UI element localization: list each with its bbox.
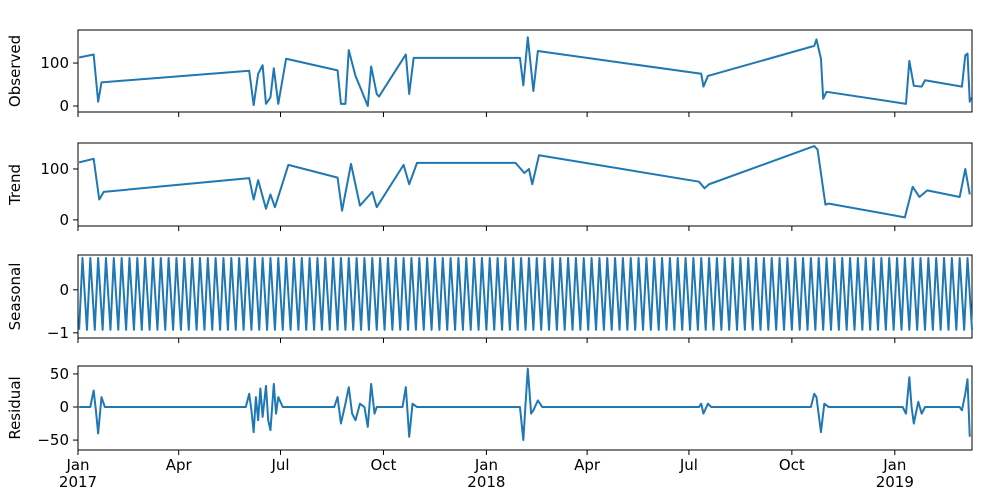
y-axis-label: Observed [6, 35, 24, 107]
y-axis-label: Residual [6, 376, 24, 439]
series-line [78, 257, 973, 331]
x-tick-label: Jan 2017 [58, 456, 98, 491]
y-tick-label: 100 [40, 54, 69, 72]
y-tick-label: 100 [40, 160, 69, 178]
axes-frame [77, 254, 973, 339]
y-tick-label: 0 [59, 398, 69, 416]
y-axis-label: Trend [6, 164, 24, 206]
x-tick-label: Jul [679, 456, 698, 474]
x-tick-label: Apr [574, 456, 601, 474]
x-tick-label: Oct [778, 456, 805, 474]
series-line [79, 367, 971, 442]
y-tick-label: −1 [47, 324, 69, 342]
y-tick-label: 0 [59, 97, 69, 115]
axes-frame [77, 142, 973, 227]
y-tick-label: 50 [50, 365, 69, 383]
y-tick-label: 0 [59, 211, 69, 229]
y-tick-label: −50 [37, 431, 69, 449]
series-line [78, 145, 971, 219]
y-tick-label: 0 [59, 281, 69, 299]
axes-frame [77, 365, 973, 451]
x-tick-label: Jan 2019 [875, 456, 914, 491]
y-axis-label: Seasonal [6, 263, 24, 331]
x-tick-label: Jul [271, 456, 290, 474]
axes-frame [77, 29, 973, 113]
x-tick-label: Jan 2018 [467, 456, 506, 491]
series-line [78, 36, 972, 107]
x-tick-label: Apr [165, 456, 192, 474]
x-tick-label: Oct [370, 456, 397, 474]
